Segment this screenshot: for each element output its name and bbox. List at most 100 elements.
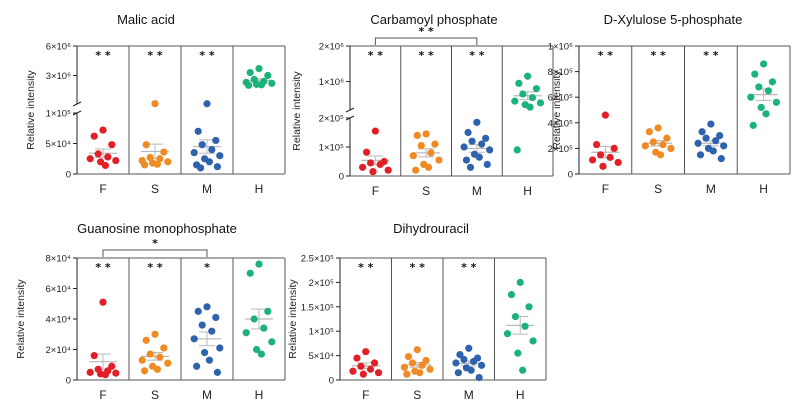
data-point-H: [513, 146, 521, 154]
y-tick-label: 8×10⁵: [548, 67, 573, 78]
data-point-M: [212, 313, 220, 322]
data-point-M: [198, 321, 206, 329]
series-H: [242, 260, 276, 358]
y-tick-label: 4×10⁴: [46, 315, 71, 326]
data-point-H: [242, 329, 250, 337]
data-point-M: [477, 361, 486, 369]
data-point-S: [400, 363, 409, 371]
data-point-M: [716, 132, 724, 140]
data-point-M: [473, 118, 481, 126]
y-tick-label: 2×10⁶: [319, 42, 344, 53]
data-point-M: [213, 368, 221, 376]
data-point-H: [255, 260, 263, 268]
data-point-M: [464, 128, 472, 137]
data-point-S: [156, 353, 164, 361]
significance-marker: * *: [95, 49, 111, 62]
data-point-M: [720, 142, 728, 150]
y-tick-label: 2×10⁵: [309, 278, 334, 289]
bracket-significance-label: *: [152, 237, 158, 250]
series-M: [460, 118, 494, 171]
data-point-F: [90, 352, 98, 360]
data-point-F: [601, 111, 609, 119]
y-tick-label: 0: [339, 172, 344, 183]
data-point-S: [146, 153, 154, 162]
series-S: [409, 130, 443, 174]
y-tick-label: 2.5×10⁵: [301, 254, 334, 265]
data-point-H: [255, 65, 263, 73]
y-tick-label: 6×10⁶: [46, 42, 71, 53]
data-point-M: [198, 141, 206, 149]
data-point-H: [519, 366, 527, 374]
x-category-label-M: M: [472, 184, 482, 198]
series-H: [242, 65, 276, 89]
data-point-F: [371, 127, 379, 135]
data-point-F: [592, 140, 601, 149]
data-point-H: [772, 98, 781, 106]
data-point-M: [212, 136, 220, 145]
x-category-label-S: S: [654, 182, 662, 196]
y-tick-label: 0: [66, 376, 71, 387]
data-point-S: [663, 134, 671, 142]
series-M: [452, 344, 486, 382]
data-point-H: [536, 99, 545, 107]
series-F: [86, 298, 120, 379]
data-point-M: [194, 307, 202, 315]
data-point-F: [86, 368, 94, 376]
data-point-F: [370, 359, 379, 367]
data-point-M: [707, 120, 715, 128]
significance-marker: * *: [358, 261, 374, 274]
y-tick-label: 6×10⁵: [548, 93, 573, 104]
data-point-H: [762, 110, 770, 118]
series-S: [400, 346, 434, 378]
y-tick-label: 0: [568, 170, 573, 181]
x-category-label-F: F: [362, 388, 369, 402]
x-category-label-M: M: [706, 182, 716, 196]
data-point-F: [588, 156, 597, 164]
data-point-M: [467, 366, 475, 374]
data-point-M: [468, 137, 476, 145]
y-tick-label: 1×10⁵: [319, 143, 344, 154]
series-M: [694, 120, 728, 163]
data-point-F: [353, 354, 361, 362]
data-point-M: [698, 128, 706, 136]
data-point-H: [268, 338, 276, 346]
data-point-H: [757, 103, 765, 112]
data-point-M: [216, 152, 224, 160]
data-point-M: [486, 146, 494, 154]
data-point-F: [374, 369, 383, 377]
data-point-S: [427, 149, 435, 157]
data-point-F: [610, 144, 618, 152]
data-point-M: [190, 335, 198, 343]
data-point-S: [416, 369, 424, 377]
data-point-H: [246, 269, 254, 277]
data-point-H: [264, 71, 272, 80]
data-point-F: [112, 156, 120, 165]
data-point-S: [659, 140, 667, 149]
data-point-S: [138, 356, 146, 364]
data-point-F: [99, 298, 107, 306]
data-point-F: [366, 365, 375, 373]
x-category-label-S: S: [422, 184, 430, 198]
data-point-H: [524, 72, 532, 80]
chart-panel-3: D-Xylulose 5-phosphate Relative intensity…: [548, 12, 791, 196]
data-point-F: [104, 153, 112, 161]
series-F: [358, 127, 392, 176]
data-point-S: [142, 336, 150, 344]
x-category-label-H: H: [523, 184, 532, 198]
data-point-H: [519, 90, 527, 98]
significance-marker: * *: [410, 261, 426, 274]
data-point-H: [246, 68, 254, 77]
series-F: [588, 111, 622, 170]
data-point-S: [160, 148, 168, 156]
data-point-H: [532, 85, 541, 93]
significance-marker: * *: [469, 49, 485, 62]
x-category-label-H: H: [759, 182, 768, 196]
data-point-H: [526, 103, 534, 111]
y-tick-label: 1.5×10⁵: [301, 302, 334, 313]
data-point-S: [654, 124, 662, 132]
data-point-S: [153, 160, 161, 168]
data-point-H: [253, 345, 261, 354]
data-point-F: [614, 158, 622, 167]
data-point-H: [257, 81, 265, 89]
